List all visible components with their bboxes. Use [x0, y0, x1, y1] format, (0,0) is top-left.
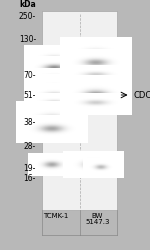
- Text: CDC20: CDC20: [134, 90, 150, 100]
- Bar: [42, 11, 117, 210]
- Text: 19-: 19-: [24, 164, 36, 173]
- Text: TCMK-1: TCMK-1: [43, 212, 68, 218]
- Text: 250-: 250-: [19, 12, 36, 21]
- Text: 70-: 70-: [24, 70, 36, 80]
- Text: BW
5147.3: BW 5147.3: [85, 212, 110, 226]
- Text: 16-: 16-: [24, 174, 36, 183]
- Text: 130-: 130-: [19, 36, 36, 44]
- Text: 38-: 38-: [24, 118, 36, 127]
- Text: kDa: kDa: [19, 0, 36, 9]
- Text: 28-: 28-: [24, 142, 36, 151]
- Text: 51-: 51-: [24, 90, 36, 100]
